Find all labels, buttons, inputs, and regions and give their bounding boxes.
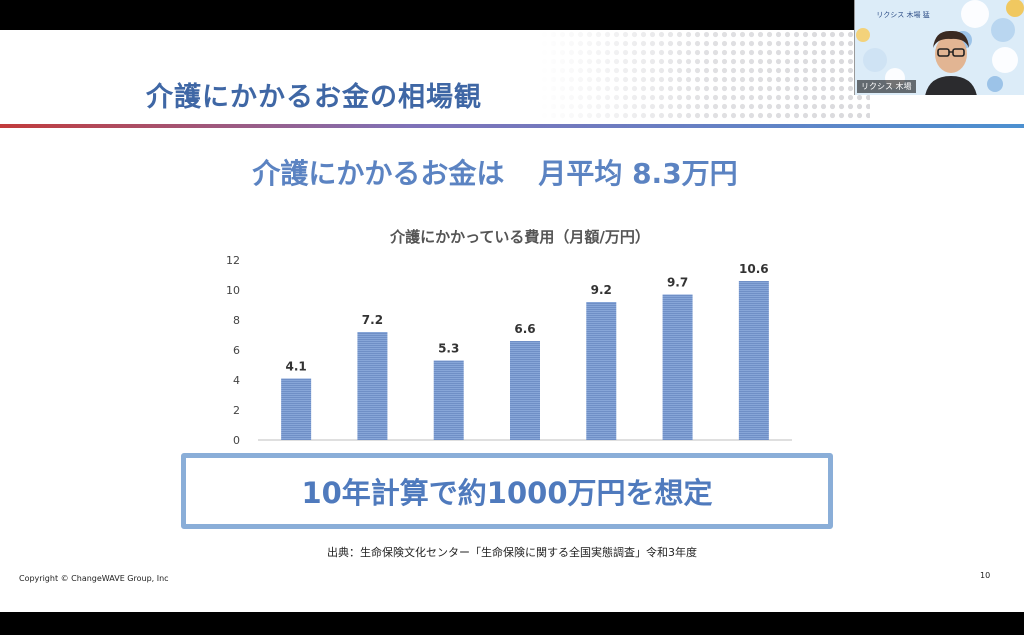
y-tick-label: 10 [226, 284, 240, 297]
conclusion-box: 10年計算で約1000万円を想定 [181, 453, 833, 529]
y-tick-label: 6 [233, 344, 240, 357]
slide-title: 介護にかかるお金の相場観 [146, 82, 482, 113]
presentation-slide: 介護にかかるお金の相場観 介護にかかるお金は 月平均 8.3万円 介護にかかってい… [0, 30, 1024, 612]
y-tick-label: 12 [226, 254, 240, 267]
page-number: 10 [980, 571, 991, 580]
y-tick-label: 0 [233, 434, 240, 447]
y-tick-label: 4 [233, 374, 240, 387]
bar-chart-svg: 介護にかかっている費用（月額/万円）0246810124.1要支援17.2要支援… [226, 228, 792, 447]
y-tick-label: 2 [233, 404, 240, 417]
presenter-video [925, 30, 977, 95]
bar [662, 294, 693, 440]
webcam-overlay[interactable]: リクシス 木場 猛 リクシス 木場 [854, 0, 1024, 95]
conclusion-text: 10年計算で約1000万円を想定 [301, 476, 713, 510]
webcam-header: リクシス 木場 猛 [876, 11, 930, 19]
source-citation: 出典：生命保険文化センター「生命保険に関する全国実態調査」令和3年度 [327, 546, 697, 559]
bar [586, 302, 617, 440]
bar [281, 378, 312, 440]
data-label: 9.7 [667, 276, 688, 290]
bar [357, 332, 388, 440]
headline: 介護にかかるお金は 月平均 8.3万円 [0, 152, 990, 192]
y-tick-label: 8 [233, 314, 240, 327]
title-divider [0, 124, 1024, 128]
headline-part2: 月平均 8.3万円 [538, 157, 738, 190]
bar [510, 341, 540, 440]
copyright-text: Copyright © ChangeWAVE Group, Inc [19, 574, 169, 583]
bar-chart: 介護にかかっている費用（月額/万円）0246810124.1要支援17.2要支援… [200, 190, 820, 450]
data-label: 4.1 [286, 360, 307, 374]
data-label: 6.6 [514, 322, 535, 336]
bar [433, 360, 464, 440]
data-label: 5.3 [438, 342, 459, 356]
chart-title: 介護にかかっている費用（月額/万円） [389, 228, 650, 246]
data-label: 10.6 [739, 262, 769, 276]
webcam-name-label: リクシス 木場 [857, 80, 916, 93]
data-label: 9.2 [591, 283, 612, 297]
headline-part1: 介護にかかるお金は [252, 157, 505, 190]
data-label: 7.2 [362, 313, 383, 327]
decorative-dots [540, 30, 870, 122]
bar [738, 281, 769, 440]
